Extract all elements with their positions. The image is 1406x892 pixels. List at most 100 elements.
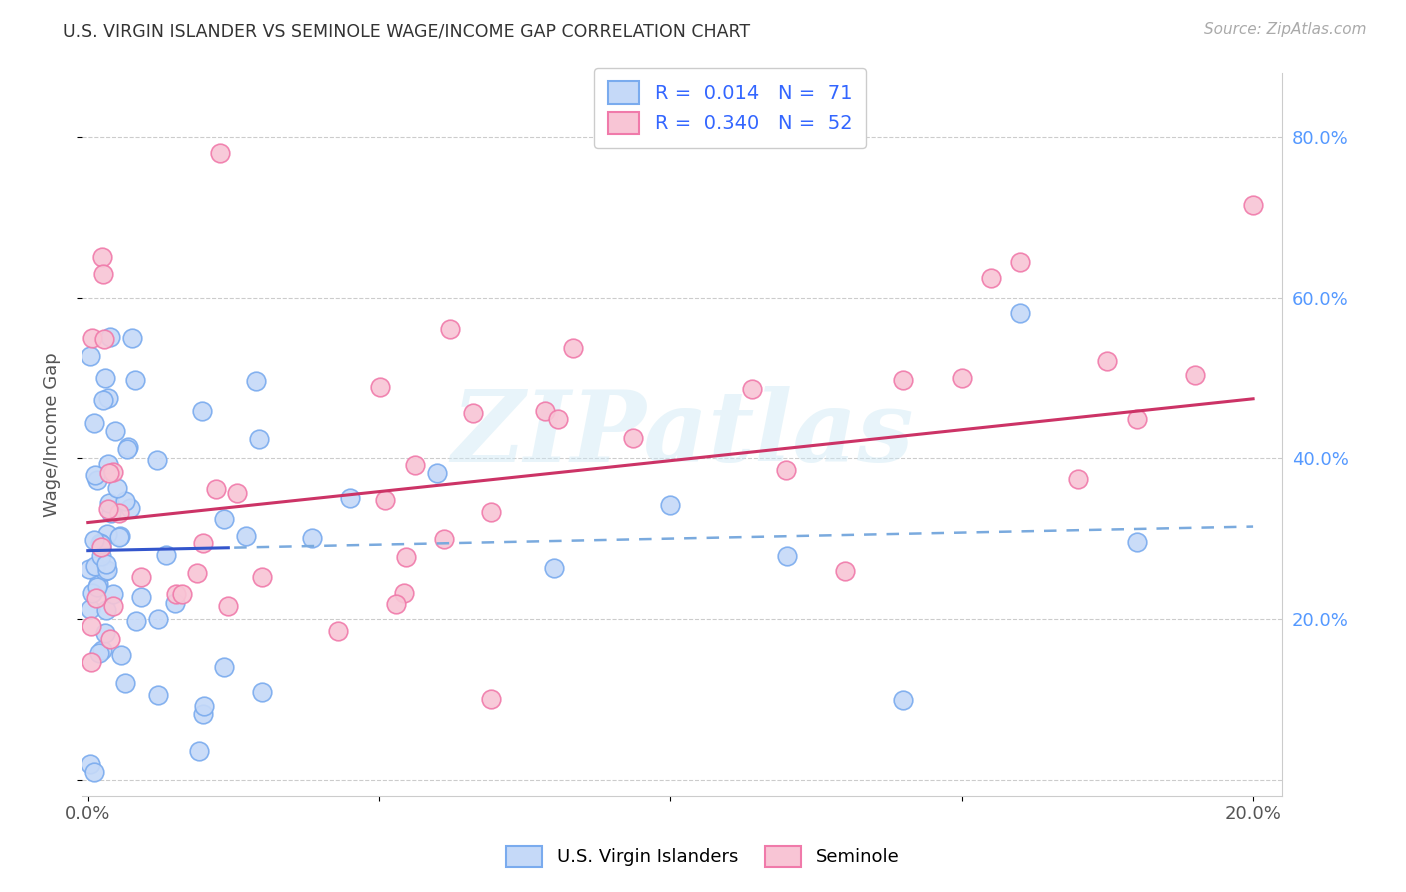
Point [79,756,101,771]
Text: Source: ZipAtlas.com: Source: ZipAtlas.com [1204,22,1367,37]
Point [93,371,115,385]
Point [84,558,107,573]
Point [893,373,915,387]
Point [83,533,105,548]
Point [193,698,215,713]
Point [368,380,391,394]
Point [103,599,125,613]
Point [326,624,349,639]
Point [86,577,108,591]
Point [90,251,112,265]
Point [1097,354,1119,368]
Text: ZIPatlas: ZIPatlas [451,386,914,483]
Point [93,332,115,346]
Point [79,602,101,616]
Point [129,591,152,605]
Point [91,392,114,407]
Point [155,548,177,562]
Point [775,462,797,476]
Point [1067,472,1090,486]
Point [121,331,143,345]
Point [191,536,214,550]
Point [98,330,121,344]
Point [208,145,231,160]
Point [94,603,117,617]
Point [186,566,208,580]
Point [1184,368,1206,383]
Point [252,570,274,584]
Point [80,586,103,600]
Point [404,458,426,473]
Point [87,646,110,660]
Text: U.S. VIRGIN ISLANDER VS SEMINOLE WAGE/INCOME GAP CORRELATION CHART: U.S. VIRGIN ISLANDER VS SEMINOLE WAGE/IN… [63,22,751,40]
Point [100,506,122,520]
Point [212,660,235,674]
Point [250,685,273,699]
Point [105,482,128,496]
Point [97,457,120,471]
Point [120,500,142,515]
Point [94,564,117,578]
Point [83,416,105,430]
Point [191,706,214,721]
Point [461,406,484,420]
Point [94,557,117,571]
Point [115,442,138,457]
Point [108,530,131,544]
Point [97,502,120,516]
Point [741,382,763,396]
Point [83,467,105,482]
Point [188,744,211,758]
Point [86,580,108,594]
Legend: R =  0.014   N =  71, R =  0.340   N =  52: R = 0.014 N = 71, R = 0.340 N = 52 [595,68,866,148]
Point [90,642,112,657]
Point [543,561,565,575]
Legend: U.S. Virgin Islanders, Seminole: U.S. Virgin Islanders, Seminole [499,838,907,874]
Point [146,688,169,702]
Point [247,432,270,446]
Point [80,331,103,345]
Point [98,466,121,480]
Point [165,595,187,609]
Point [339,491,361,505]
Point [165,587,187,601]
Point [301,531,323,545]
Point [1008,306,1031,320]
Point [101,587,124,601]
Point [84,591,107,605]
Point [1008,255,1031,269]
Point [1241,198,1264,212]
Point [623,431,645,445]
Point [98,632,121,647]
Point [426,466,449,480]
Point [433,532,456,546]
Point [79,349,101,363]
Point [439,321,461,335]
Point [77,562,100,576]
Point [534,404,557,418]
Point [96,563,118,577]
Point [395,549,418,564]
Point [94,626,117,640]
Point [90,541,112,555]
Point [125,615,148,629]
Point [90,549,112,563]
Point [114,494,136,508]
Point [101,465,124,479]
Point [124,373,146,387]
Point [98,496,121,510]
Point [93,267,115,281]
Point [217,599,239,613]
Point [547,412,569,426]
Point [108,529,131,543]
Y-axis label: Wage/Income Gap: Wage/Income Gap [44,351,60,516]
Point [96,527,118,541]
Point [172,587,194,601]
Point [776,549,799,564]
Point [374,492,396,507]
Point [117,440,139,454]
Point [90,537,112,551]
Point [86,473,108,487]
Point [561,341,583,355]
Point [97,391,120,405]
